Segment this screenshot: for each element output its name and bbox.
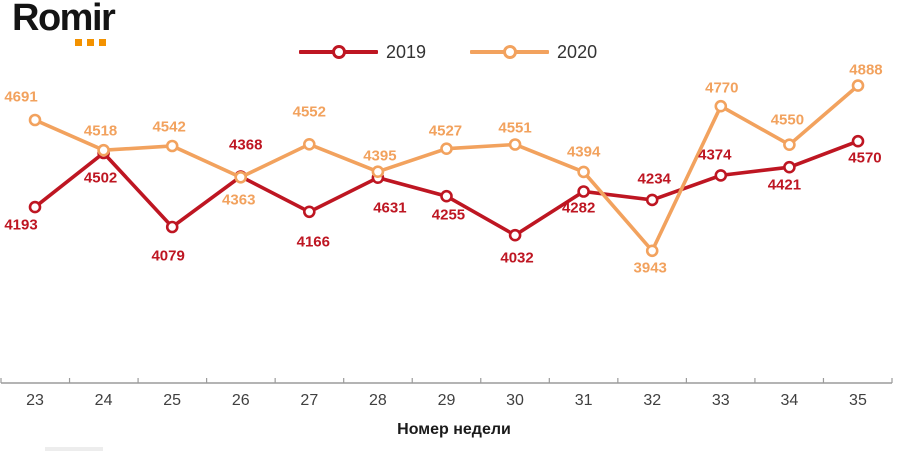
data-point-marker-2020 xyxy=(851,79,865,92)
data-point-marker-2020 xyxy=(28,113,42,127)
data-point-marker-2020 xyxy=(783,138,796,151)
legend-item-2020: 2020 xyxy=(470,43,597,61)
data-point-label-2019: 4255 xyxy=(431,206,466,224)
data-point-marker-2020 xyxy=(165,139,179,153)
data-point-label-2020: 4551 xyxy=(498,119,532,137)
logo-dot xyxy=(99,39,106,46)
series-line-2020 xyxy=(34,84,860,255)
data-point-marker-2020 xyxy=(508,138,522,151)
data-point-label-2019: 4234 xyxy=(637,170,671,188)
x-axis-title: Номер недели xyxy=(397,421,511,438)
data-point-label-2020: 4770 xyxy=(705,79,739,97)
data-point-label-2020: 4550 xyxy=(770,111,805,129)
x-tick-label: 25 xyxy=(163,392,182,409)
data-point-label-2019: 4502 xyxy=(83,169,118,187)
x-tick-label: 31 xyxy=(574,392,593,409)
logo-dot xyxy=(87,39,94,46)
data-point-marker-2019 xyxy=(28,200,42,214)
x-tick-label: 24 xyxy=(94,392,113,409)
data-point-label-2019: 4282 xyxy=(561,199,596,216)
x-tick-label: 33 xyxy=(711,392,730,409)
data-point-marker-2020 xyxy=(714,99,728,113)
data-point-label-2019: 4193 xyxy=(4,216,38,234)
legend-marker-2020-icon xyxy=(502,45,517,59)
data-point-marker-2019 xyxy=(851,134,865,148)
data-point-label-2019: 4421 xyxy=(767,176,802,194)
data-point-marker-2019 xyxy=(508,228,522,242)
data-point-marker-2019 xyxy=(302,205,316,219)
data-point-label-2020: 4888 xyxy=(849,61,883,79)
data-point-marker-2019 xyxy=(714,169,728,182)
data-point-label-2019: 4374 xyxy=(698,146,732,164)
data-point-label-2020: 4518 xyxy=(83,122,118,140)
x-tick-label: 26 xyxy=(231,392,250,409)
x-tick-label: 23 xyxy=(26,392,44,409)
romir-logo-text: Romir xyxy=(12,0,116,39)
logo-dot xyxy=(75,39,82,46)
data-point-label-2019: 4631 xyxy=(373,199,407,217)
data-point-label-2020: 4691 xyxy=(4,88,38,106)
x-tick-label: 30 xyxy=(506,392,524,409)
data-point-marker-2020 xyxy=(371,165,385,178)
x-tick-label: 32 xyxy=(643,392,662,409)
data-point-marker-2019 xyxy=(577,185,590,198)
data-point-label-2019: 4570 xyxy=(848,149,882,167)
legend-label-2020: 2020 xyxy=(557,42,598,62)
data-point-marker-2019 xyxy=(440,189,453,203)
data-point-label-2019: 4166 xyxy=(296,233,330,251)
data-point-label-2020: 3943 xyxy=(633,259,667,277)
data-point-label-2019: 4079 xyxy=(151,247,185,265)
chart-legend: 2019 2020 xyxy=(299,43,597,61)
x-tick-label: 29 xyxy=(437,392,456,409)
legend-line-sample-2020-icon xyxy=(470,45,550,59)
data-point-marker-2020 xyxy=(302,138,316,151)
data-point-marker-2020 xyxy=(234,171,247,184)
data-point-marker-2019 xyxy=(645,193,659,207)
legend-item-2019: 2019 xyxy=(299,43,426,61)
data-point-marker-2020 xyxy=(97,143,110,157)
data-point-marker-2019 xyxy=(165,220,179,234)
data-point-marker-2020 xyxy=(577,165,590,179)
data-point-marker-2020 xyxy=(440,142,453,155)
data-point-label-2020: 4542 xyxy=(152,118,186,136)
legend-line-sample-2019-icon xyxy=(299,45,378,59)
x-tick-label: 27 xyxy=(300,392,319,409)
x-tick-label: 34 xyxy=(780,392,799,409)
x-tick-label: 28 xyxy=(368,392,387,409)
cropped-artifact xyxy=(45,447,103,451)
data-point-label-2020: 4363 xyxy=(222,191,256,209)
romir-logo: Romir xyxy=(12,0,152,53)
data-point-marker-2020 xyxy=(645,244,659,258)
x-tick-label: 35 xyxy=(849,392,867,409)
data-point-label-2019: 4032 xyxy=(500,249,534,267)
data-point-label-2019: 4368 xyxy=(229,136,263,154)
data-point-marker-2019 xyxy=(783,160,796,174)
romir-logo-dots-icon xyxy=(75,39,106,46)
legend-label-2019: 2019 xyxy=(386,42,427,62)
legend-marker-2019-icon xyxy=(331,45,346,59)
data-point-label-2020: 4394 xyxy=(566,143,601,161)
data-point-label-2020: 4527 xyxy=(428,122,463,140)
data-point-label-2020: 4552 xyxy=(292,103,326,121)
data-point-label-2020: 4395 xyxy=(363,147,397,165)
